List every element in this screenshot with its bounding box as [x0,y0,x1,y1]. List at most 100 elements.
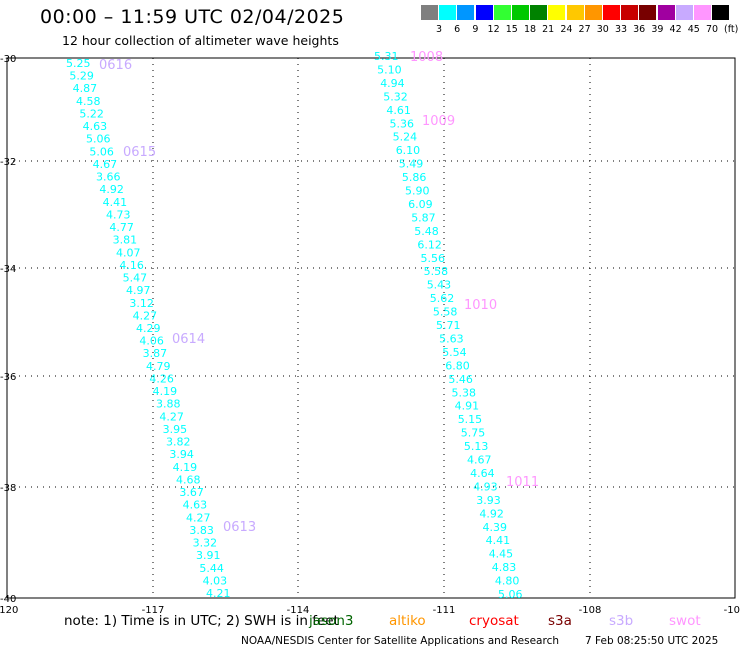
lon-tick-label: -111 [433,605,456,616]
legend-label: 24 [560,24,573,35]
wave-height-value: 5.48 [414,225,439,238]
legend-label: 12 [487,24,500,35]
lat-tick-label: -38 [0,483,16,494]
wave-height-value: 5.22 [79,107,104,120]
lon-tick-label: -117 [142,605,165,616]
legend-swatch [475,5,493,20]
legend-swatch [657,5,675,20]
page-title: 00:00 – 11:59 UTC 02/04/2025 [40,6,345,28]
wave-height-value: 4.07 [116,246,141,259]
legend-swatch [603,5,620,20]
legend-label: 42 [669,24,682,35]
satellite-label-cryosat: cryosat [469,613,519,629]
wave-height-value: 4.92 [99,183,124,196]
wave-height-value: 5.58 [433,306,458,319]
wave-height-value: 4.87 [73,82,98,95]
legend-swatch [621,5,639,20]
wave-height-value: 4.73 [106,208,131,221]
wave-height-value: 5.31 [374,50,399,63]
wave-height-value: 4.67 [93,158,118,171]
legend-swatch [457,5,475,20]
wave-height-value: 5.06 [89,145,114,158]
wave-height-value: 5.47 [123,272,147,285]
legend-swatch [421,5,438,20]
wave-height-value: 4.16 [119,259,144,272]
wave-height-value: 4.67 [467,454,492,467]
lon-tick-label: -120 [0,605,18,616]
legend-label: 45 [687,24,700,35]
wave-height-value: 4.61 [386,104,411,117]
wave-height-value: 5.32 [383,90,408,103]
wave-height-value: 3.91 [196,549,221,562]
wave-height-value: 4.21 [206,587,231,600]
page-subtitle: 12 hour collection of altimeter wave hei… [62,33,339,48]
wave-height-value: 4.94 [380,77,405,90]
wave-height-value: 6.12 [417,238,442,251]
wave-height-value: 4.06 [139,335,164,348]
pass-time-label: 0614 [172,332,205,347]
pass-time-label: 1009 [422,114,455,129]
wave-height-value: 4.41 [486,534,511,547]
wave-height-value: 3.66 [96,171,121,184]
wave-height-value: 4.41 [103,196,128,209]
wave-height-value: 4.80 [495,575,520,588]
legend-label: 70 [705,24,719,35]
satellite-label-jason3: jason3 [309,613,354,629]
wave-height-value: 4.27 [133,309,158,322]
wave-height-value: 3.83 [189,524,214,537]
legend-swatch [512,5,529,20]
wave-height-value: 4.97 [126,284,151,297]
wave-height-value: 5.38 [452,386,477,399]
lon-tick-label: -105 [724,605,740,616]
lat-tick-label: -40 [0,594,16,605]
wave-height-value: 4.93 [473,480,498,493]
wave-height-value: 5.87 [411,211,436,224]
wave-height-value: 3.94 [169,448,194,461]
legend-swatch [566,5,584,20]
wave-height-value: 3.82 [166,436,191,449]
pass-time-label: 0616 [99,58,132,73]
wave-height-value: 5.62 [430,292,455,305]
pass-time-label: 0615 [123,145,156,160]
wave-height-value: 5.46 [448,373,473,386]
pass-time-label: 1010 [464,298,497,313]
wave-height-value: 4.68 [176,473,201,486]
wave-height-value: 5.15 [458,413,483,426]
wave-height-value: 4.19 [173,461,198,474]
wave-height-value: 5.58 [424,265,449,278]
wave-height-value: 4.58 [76,95,101,108]
wave-height-value: 5.10 [377,63,402,76]
pass-time-label: 1008 [410,50,443,65]
lon-tick-label: -108 [579,605,602,616]
lat-tick-label: -36 [0,372,16,383]
wave-height-value: 6.09 [408,198,433,211]
wave-height-value: 5.90 [405,185,430,198]
wave-height-value: 5.63 [439,332,464,345]
wave-height-value: 3.12 [129,297,154,310]
legend-swatch [530,5,548,20]
legend-label: 21 [542,24,555,35]
legend-label: 3 [435,24,443,35]
wave-height-value: 3.67 [179,486,204,499]
wave-height-value: 5.36 [390,117,415,130]
lat-tick-label: -32 [0,157,16,168]
note-text: note: 1) Time is in UTC; 2) SWH is in fe… [64,613,339,629]
wave-height-value: 4.91 [455,400,480,413]
legend-swatch [439,5,457,20]
wave-height-value: 3.81 [113,234,137,247]
wave-height-value: 4.63 [183,499,208,512]
wave-height-value: 4.29 [136,322,161,335]
legend-label: 33 [614,24,628,35]
satellite-label-s3a: s3a [548,613,572,629]
wave-height-value: 4.79 [146,360,171,373]
legend-label: 27 [578,24,591,35]
wave-height-value: 3.32 [193,537,218,550]
legend-swatch [584,5,602,20]
legend-unit: (ft) [724,24,739,35]
legend-label: 39 [651,24,664,35]
wave-height-value: 5.54 [442,346,467,359]
wave-height-value: 5.29 [69,70,94,83]
wave-height-value: 4.26 [149,372,174,385]
credit-text: NOAA/NESDIS Center for Satellite Applica… [241,635,559,647]
